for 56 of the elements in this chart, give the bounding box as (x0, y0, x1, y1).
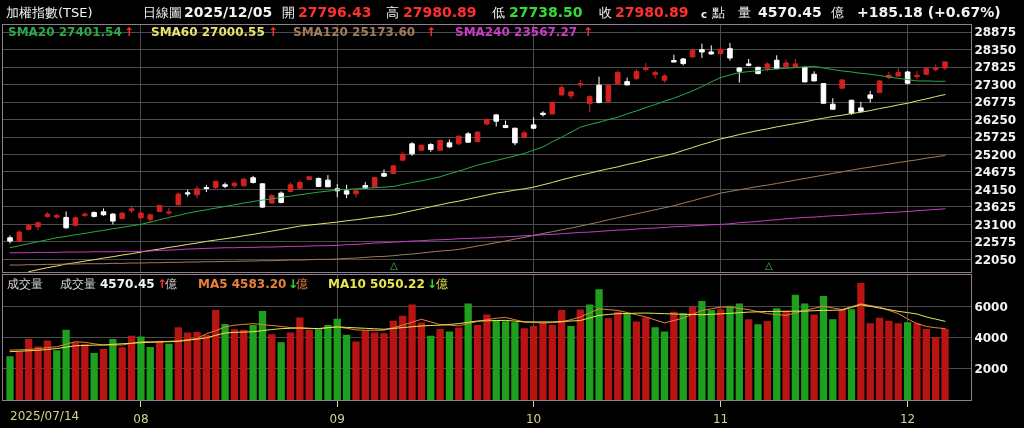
y-tick-label: 22050 (974, 252, 1017, 267)
annotation: 億 (436, 277, 448, 291)
x-tick-label: 11 (712, 412, 729, 427)
text: 4570.45 (758, 4, 822, 20)
text: 27980.89 (615, 4, 689, 20)
x-tick-label: 12 (899, 412, 916, 427)
text: 日線圖 (143, 5, 182, 20)
y-tick-label: 25200 (974, 147, 1017, 162)
annotation: 成交量 (60, 277, 96, 291)
text: 量 (738, 5, 751, 20)
y-tick-label: 26250 (974, 112, 1017, 127)
annotation: △ (765, 260, 773, 271)
y-tick-label: 28875 (974, 25, 1017, 40)
text: MA10 5050.22 (328, 277, 425, 291)
y-tick-label: 24150 (974, 182, 1017, 197)
text: 2025/12/05 (184, 4, 273, 20)
text: 27738.50 (509, 4, 583, 20)
text: 27980.89 (403, 4, 477, 20)
text: SMA60 27000.55 (151, 25, 265, 39)
chart-title: 加權指數(TSE) (6, 5, 93, 20)
text: 低 (492, 5, 505, 20)
text: 億 (831, 5, 844, 20)
text: +185.18 (+0.67%) (857, 4, 1001, 20)
x-tick-label: 08 (133, 412, 149, 427)
y-tick-label: 6000 (974, 299, 1008, 314)
text: 2025/07/14 (10, 409, 80, 423)
annotation: △ (390, 260, 398, 271)
chart-title: 成交量 (7, 277, 43, 291)
y-tick-label: 27300 (974, 77, 1017, 92)
y-tick-label: 24675 (974, 165, 1017, 180)
y-tick-label: 23625 (974, 200, 1017, 215)
annotation: ↑ (268, 25, 279, 39)
text: SMA120 25173.60 (293, 25, 416, 39)
text: 高 (386, 5, 399, 20)
annotation: ↑ (426, 25, 437, 39)
text: MA5 4583.20 (198, 277, 287, 291)
text: c (701, 9, 707, 20)
annotation: ↑ (583, 25, 594, 39)
text: SMA240 23567.27 (455, 25, 578, 39)
y-tick-label: 4000 (974, 330, 1008, 345)
y-tick-label: 23100 (974, 217, 1017, 232)
x-tick-label: 10 (525, 412, 542, 427)
text: 收 (599, 5, 612, 20)
y-tick-label: 28350 (974, 42, 1017, 57)
y-tick-label: 25725 (974, 130, 1017, 145)
y-tick-label: 22575 (974, 235, 1017, 250)
y-tick-label: 26775 (974, 95, 1017, 110)
y-tick-label: 2000 (974, 362, 1008, 377)
text: 27796.43 (298, 4, 372, 20)
text: 點 (711, 5, 725, 20)
y-tick-label: 27825 (974, 60, 1017, 75)
text: 開 (282, 5, 295, 20)
annotation: 4570.45 (100, 277, 155, 291)
x-tick-label: 09 (329, 412, 345, 427)
text: SMA20 27401.54 (8, 25, 122, 39)
annotation: ↑ (124, 25, 135, 39)
